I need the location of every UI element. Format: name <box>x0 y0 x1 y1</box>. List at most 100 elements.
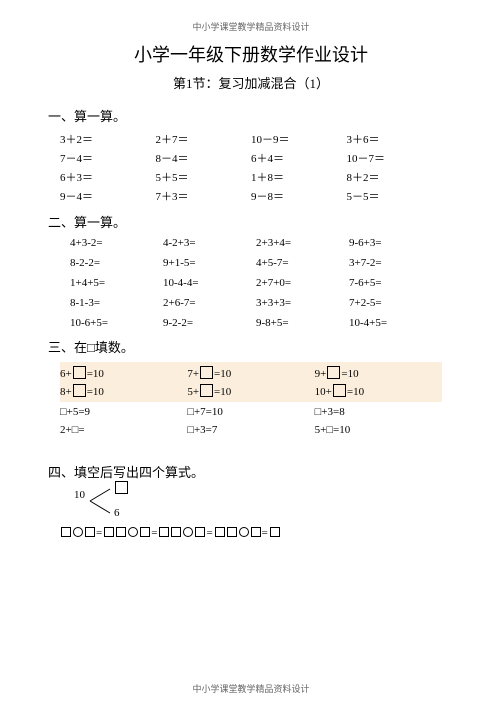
s3-cell: □+5=9 <box>60 406 187 418</box>
t: =10 <box>214 368 231 380</box>
s1-cell: 3＋2＝ <box>60 131 156 147</box>
s1-cell: 9－4＝ <box>60 188 156 204</box>
s2-cell: 7+2-5= <box>349 297 442 309</box>
section-3-head: 三、在□填数。 <box>48 337 442 356</box>
s2-cell: 2+3+4= <box>256 237 349 249</box>
s1-cell: 7－4＝ <box>60 150 156 166</box>
s2-cell: 9-8+5= <box>256 317 349 329</box>
s3-cell: □+3=8 <box>315 406 442 418</box>
section-2-grid: 4+3-2= 4-2+3= 2+3+4= 9-6+3= 8-2-2= 9+1-5… <box>60 237 442 329</box>
s1-cell: 7＋3＝ <box>156 188 252 204</box>
s2-cell: 4+3-2= <box>70 237 163 249</box>
blank-box <box>85 527 95 537</box>
op-circle <box>183 527 193 537</box>
op-circle <box>128 527 138 537</box>
blank-box <box>104 527 114 537</box>
blank-box <box>333 384 346 397</box>
blank-box <box>116 527 126 537</box>
t: =10 <box>87 368 104 380</box>
t: 10+ <box>315 386 332 398</box>
t: 9+ <box>315 368 327 380</box>
blank-box <box>73 366 86 379</box>
s2-cell: 2+7+0= <box>256 277 349 289</box>
s1-cell: 9－8＝ <box>251 188 347 204</box>
s1-cell: 1＋8＝ <box>251 169 347 185</box>
s1-cell: 3＋6＝ <box>347 131 443 147</box>
blank-box <box>61 527 71 537</box>
s2-cell: 3+3+3= <box>256 297 349 309</box>
blank-box <box>73 384 86 397</box>
s1-cell: 5＋5＝ <box>156 169 252 185</box>
s3-cell: 7+ =10 <box>187 366 314 380</box>
s1-cell: 6＋4＝ <box>251 150 347 166</box>
s3-cell: □+7=10 <box>187 406 314 418</box>
t: =10 <box>87 386 104 398</box>
s3-cell: 5+□=10 <box>315 424 442 436</box>
s1-cell: 5－5＝ <box>347 188 443 204</box>
tree-lines-icon <box>88 487 114 517</box>
t: 6+ <box>60 368 72 380</box>
section-1-grid: 3＋2＝ 2＋7＝ 10－9＝ 3＋6＝ 7－4＝ 8－4＝ 6＋4＝ 10－7… <box>60 131 442 204</box>
s1-cell: 10－7＝ <box>347 150 443 166</box>
s2-cell: 8-2-2= <box>70 257 163 269</box>
blank-box <box>115 481 128 494</box>
s2-cell: 10-4-4= <box>163 277 256 289</box>
t: =10 <box>341 368 358 380</box>
blank-box <box>195 527 205 537</box>
op-circle <box>239 527 249 537</box>
section-4-tree: 10 6 <box>66 485 442 525</box>
s3-cell: 9+ =10 <box>315 366 442 380</box>
blank-box <box>159 527 169 537</box>
doc-subtitle: 第1节：复习加减混合（1） <box>60 73 442 92</box>
blank-box <box>200 366 213 379</box>
s2-cell: 10-4+5= <box>349 317 442 329</box>
blank-box <box>327 366 340 379</box>
section-3-highlight: 6+ =10 7+ =10 9+ =10 8+ =10 5+ =10 10+ =10 <box>60 362 442 402</box>
s3-cell: □+3=7 <box>187 424 314 436</box>
s2-cell: 9-2-2= <box>163 317 256 329</box>
s1-cell: 2＋7＝ <box>156 131 252 147</box>
s2-cell: 9-6+3= <box>349 237 442 249</box>
op-circle <box>73 527 83 537</box>
doc-title: 小学一年级下册数学作业设计 <box>60 41 442 67</box>
s3-cell: 2+□= <box>60 424 187 436</box>
page-footer: 中小学课堂教学精品资料设计 <box>0 682 502 695</box>
s2-cell: 4+5-7= <box>256 257 349 269</box>
blank-box <box>227 527 237 537</box>
s3-cell: 10+ =10 <box>315 384 442 398</box>
t: =10 <box>214 386 231 398</box>
tree-root: 10 <box>74 489 85 501</box>
s2-cell: 10-6+5= <box>70 317 163 329</box>
blank-box <box>171 527 181 537</box>
section-1-head: 一、算一算。 <box>48 106 442 125</box>
section-2-head: 二、算一算。 <box>48 212 442 231</box>
s1-cell: 8－4＝ <box>156 150 252 166</box>
s3-cell: 8+ =10 <box>60 384 187 398</box>
blank-box <box>215 527 225 537</box>
s2-cell: 1+4+5= <box>70 277 163 289</box>
equation-line: ==== <box>60 527 442 539</box>
s2-cell: 2+6-7= <box>163 297 256 309</box>
t: 8+ <box>60 386 72 398</box>
s2-cell: 8-1-3= <box>70 297 163 309</box>
blank-box <box>140 527 150 537</box>
section-3-plain: □+5=9 □+7=10 □+3=8 2+□= □+3=7 5+□=10 <box>60 406 442 436</box>
t: =10 <box>347 386 364 398</box>
blank-box <box>251 527 261 537</box>
tree-leaf: 6 <box>114 507 120 519</box>
s2-cell: 3+7-2= <box>349 257 442 269</box>
s1-cell: 6＋3＝ <box>60 169 156 185</box>
t: 5+ <box>187 386 199 398</box>
s3-cell: 6+ =10 <box>60 366 187 380</box>
s2-cell: 9+1-5= <box>163 257 256 269</box>
s3-cell: 5+ =10 <box>187 384 314 398</box>
t: 7+ <box>187 368 199 380</box>
s2-cell: 4-2+3= <box>163 237 256 249</box>
page-header: 中小学课堂教学精品资料设计 <box>60 20 442 33</box>
s1-cell: 10－9＝ <box>251 131 347 147</box>
section-4-head: 四、填空后写出四个算式。 <box>48 462 442 481</box>
blank-box <box>270 527 280 537</box>
blank-box <box>200 384 213 397</box>
s2-cell: 7-6+5= <box>349 277 442 289</box>
s1-cell: 8＋2＝ <box>347 169 443 185</box>
